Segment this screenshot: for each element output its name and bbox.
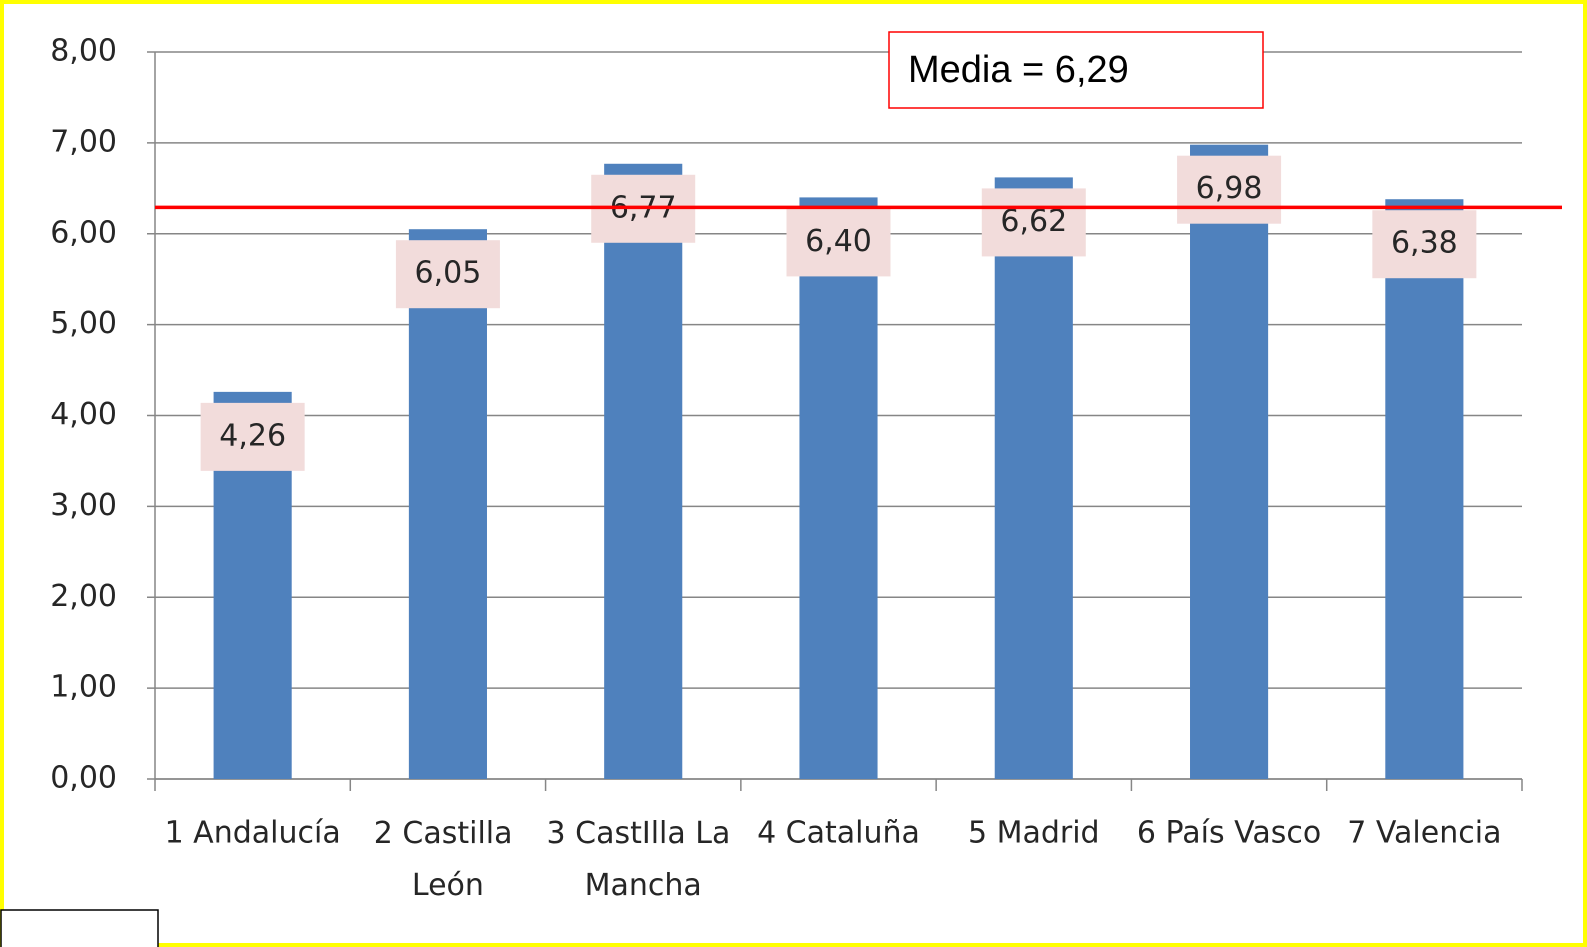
y-tick-label: 3,00 — [50, 488, 117, 523]
y-tick-label: 7,00 — [50, 124, 117, 159]
x-tick-label: 6 País Vasco — [1137, 816, 1321, 851]
y-tick-label: 2,00 — [50, 579, 117, 614]
data-label: 4,26 — [219, 418, 286, 453]
x-tick-label: 2 Castilla León — [374, 816, 522, 903]
bar — [1385, 199, 1464, 779]
bar — [604, 163, 683, 779]
corner-box — [0, 909, 159, 947]
y-tick-label: 1,00 — [50, 670, 117, 705]
data-label: 6,05 — [415, 256, 482, 291]
y-tick-label: 5,00 — [50, 306, 117, 341]
bar — [408, 229, 487, 780]
annotation: Media = 6,29 — [908, 49, 1129, 91]
x-tick-label: 4 Cataluña — [757, 816, 920, 851]
x-tick-label: 7 Valencia — [1347, 816, 1501, 851]
x-tick-label: 3 CastIlla La Mancha — [547, 816, 740, 903]
y-tick-label: 8,00 — [50, 34, 117, 69]
data-label: 6,62 — [1000, 204, 1067, 239]
bar — [994, 177, 1073, 780]
bar — [1190, 144, 1269, 779]
y-tick-label: 0,00 — [50, 761, 117, 796]
data-label-box — [1177, 155, 1282, 224]
data-label: 6,98 — [1196, 171, 1263, 206]
data-label-box — [395, 240, 500, 309]
data-label-box — [981, 188, 1086, 257]
bar — [799, 197, 878, 779]
data-label-box — [786, 208, 891, 277]
x-tick-label: 5 Madrid — [968, 816, 1100, 851]
data-label: 6,40 — [805, 224, 872, 259]
data-label-box — [200, 402, 305, 471]
data-label: 6,38 — [1391, 226, 1458, 261]
y-tick-label: 4,00 — [50, 397, 117, 432]
y-tick-label: 6,00 — [50, 215, 117, 250]
data-label-box — [1372, 210, 1477, 279]
x-tick-label: 1 Andalucía — [165, 816, 341, 851]
annotation-box — [888, 31, 1264, 109]
